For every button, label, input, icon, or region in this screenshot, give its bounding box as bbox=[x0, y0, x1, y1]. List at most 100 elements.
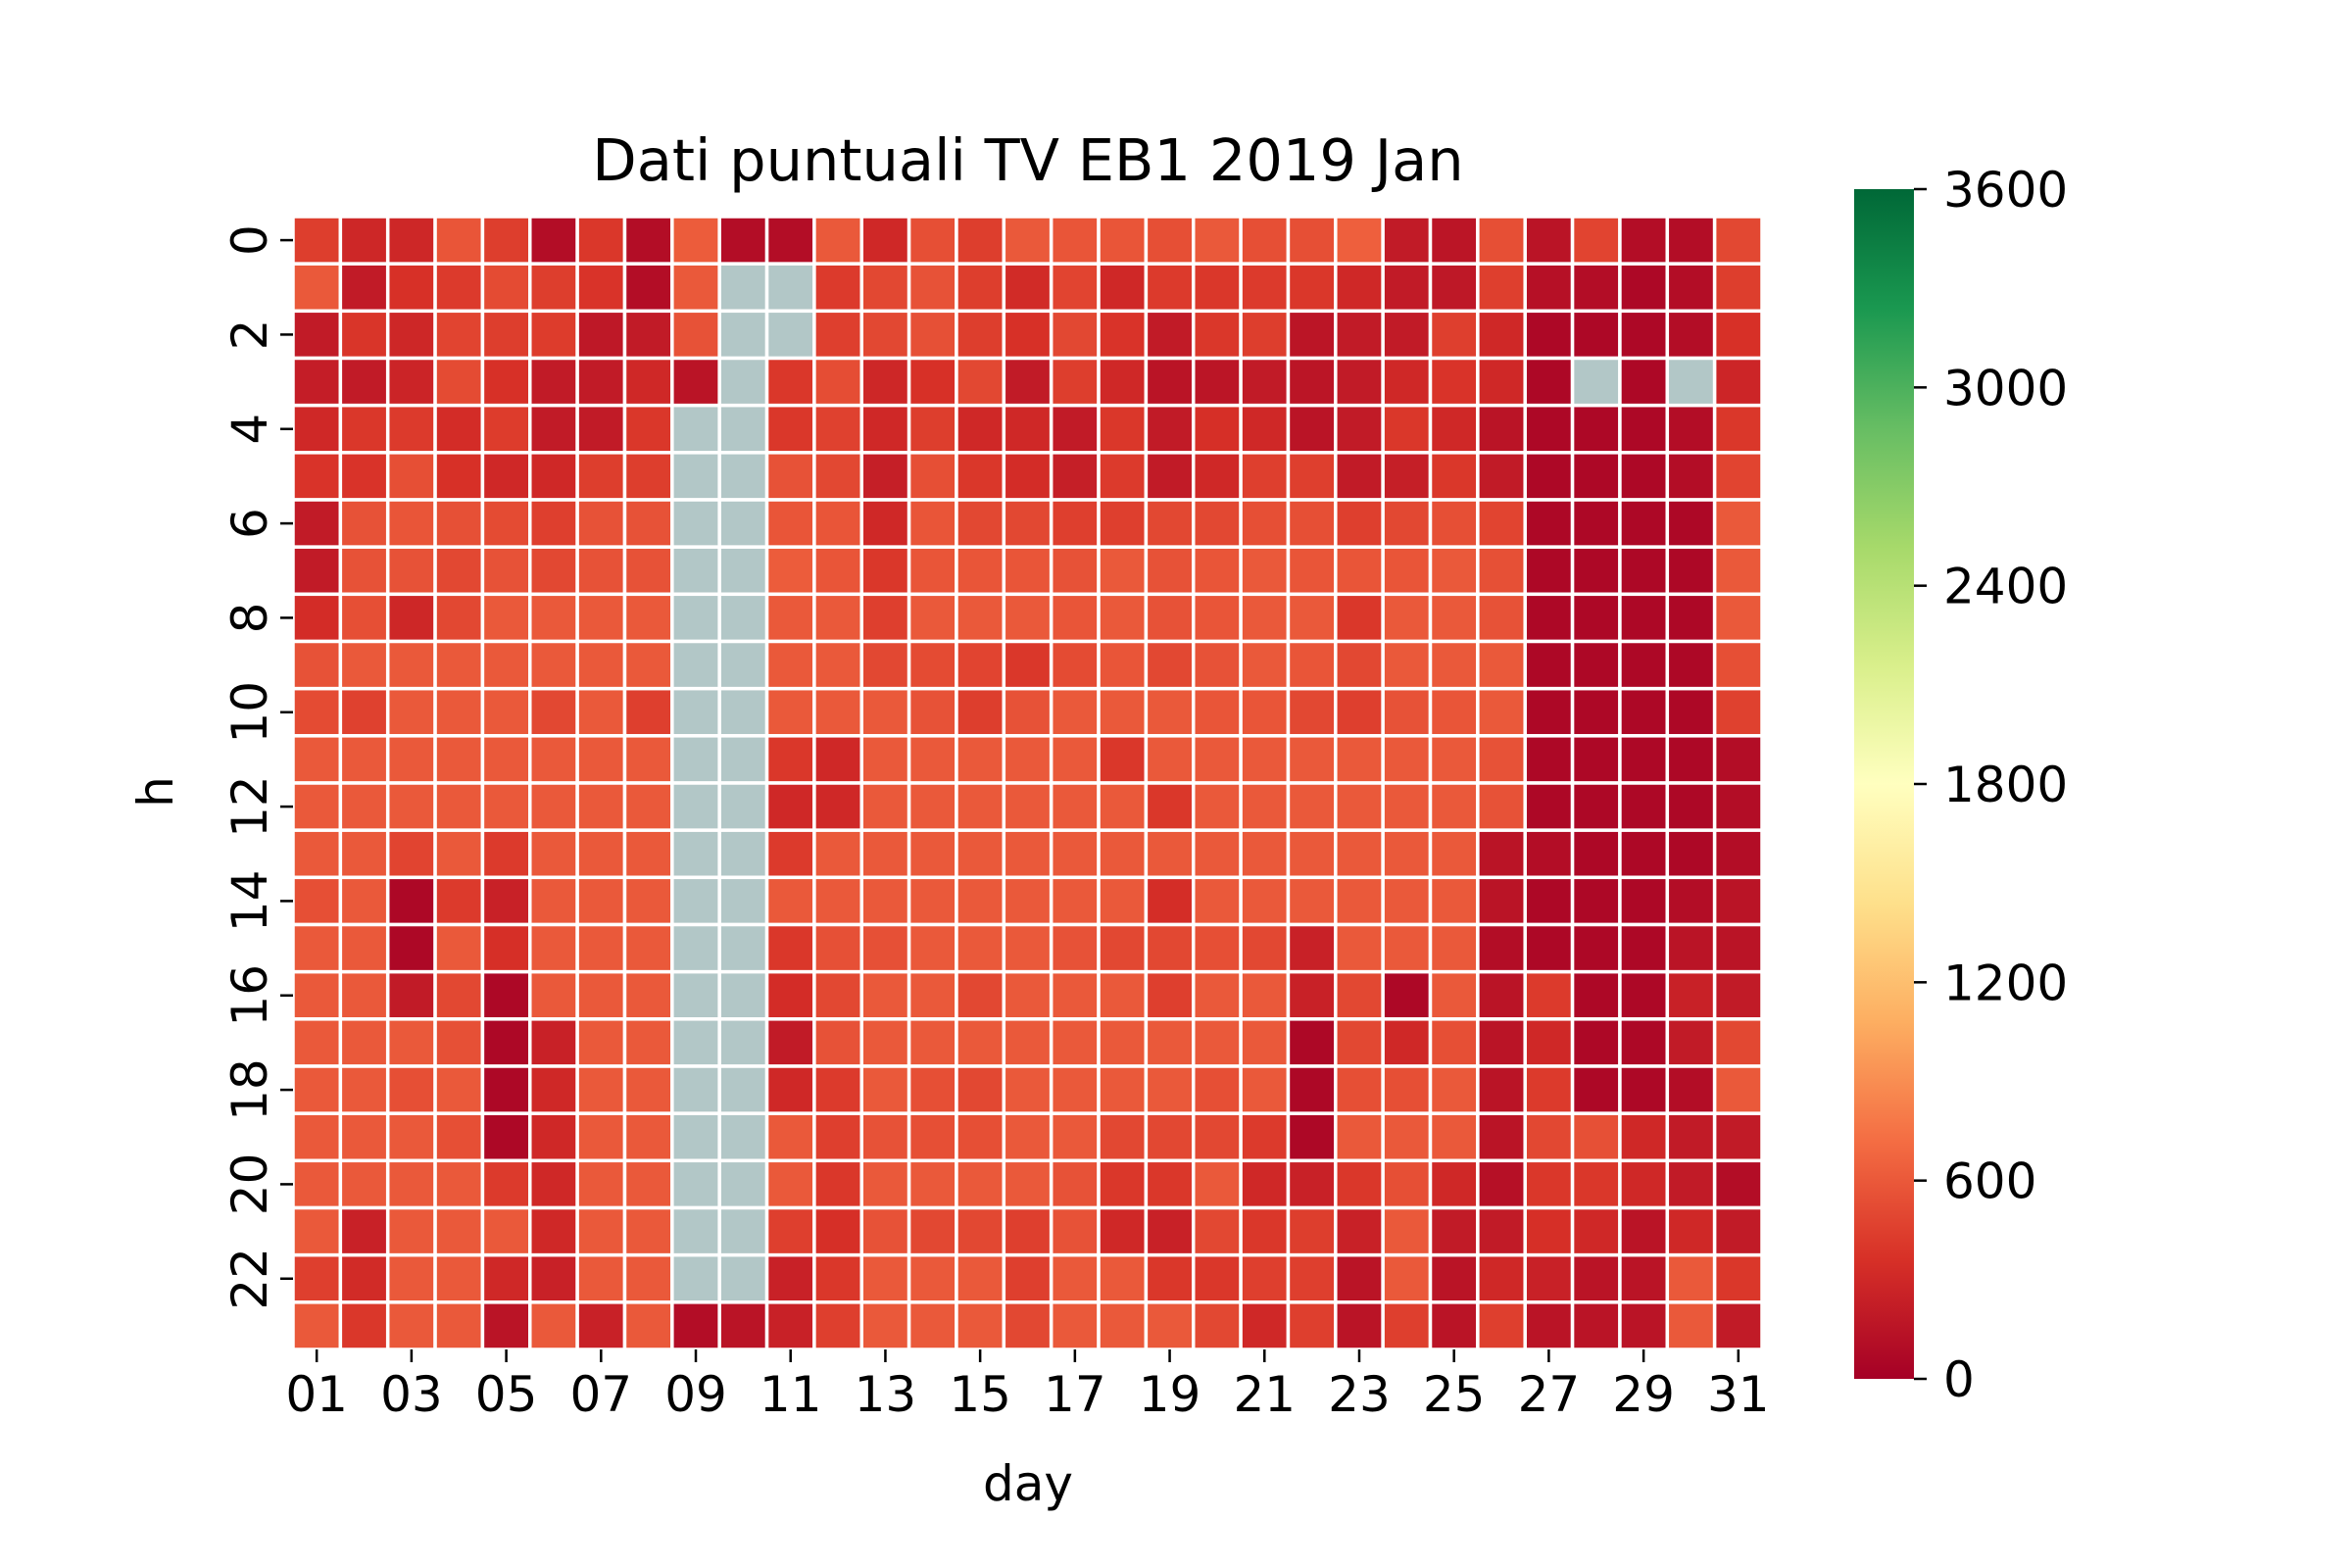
heatmap-cell bbox=[480, 309, 532, 361]
heatmap-cell bbox=[859, 356, 911, 408]
heatmap-cell bbox=[1144, 545, 1196, 597]
heatmap-cell bbox=[717, 686, 769, 738]
heatmap-cell bbox=[385, 498, 437, 549]
heatmap-cell bbox=[291, 639, 343, 691]
heatmap-cell bbox=[1523, 403, 1575, 455]
heatmap-cell bbox=[859, 686, 911, 738]
heatmap-cell bbox=[1665, 1017, 1717, 1068]
heatmap-cell bbox=[528, 451, 579, 502]
heatmap-cell bbox=[1476, 781, 1527, 832]
heatmap-cell bbox=[338, 545, 390, 597]
heatmap-cell bbox=[1618, 875, 1670, 927]
heatmap-cell bbox=[1239, 875, 1291, 927]
heatmap-cell bbox=[812, 309, 864, 361]
heatmap-cell bbox=[528, 1111, 579, 1163]
heatmap-cell bbox=[575, 1300, 627, 1351]
heatmap-cell bbox=[1712, 1252, 1764, 1304]
heatmap-cell bbox=[528, 545, 579, 597]
heatmap-cell bbox=[1570, 1158, 1622, 1210]
heatmap-cell bbox=[955, 309, 1006, 361]
heatmap-cell bbox=[1002, 1111, 1054, 1163]
heatmap-cell bbox=[1144, 781, 1196, 832]
heatmap-cell bbox=[528, 1205, 579, 1257]
heatmap-cell bbox=[1570, 1017, 1622, 1068]
heatmap-cell bbox=[717, 1252, 769, 1304]
heatmap-cell bbox=[670, 262, 721, 314]
heatmap-cell bbox=[291, 875, 343, 927]
heatmap-cell bbox=[1286, 781, 1338, 832]
heatmap-cell bbox=[859, 498, 911, 549]
heatmap-cell bbox=[1191, 639, 1243, 691]
heatmap-cell bbox=[1570, 1111, 1622, 1163]
heatmap-cell bbox=[338, 1017, 390, 1068]
heatmap-cell bbox=[1144, 922, 1196, 974]
heatmap-cell bbox=[1286, 403, 1338, 455]
heatmap-cell bbox=[1049, 1158, 1101, 1210]
heatmap-cell bbox=[1144, 262, 1196, 314]
heatmap-cell bbox=[1523, 828, 1575, 880]
heatmap-cell bbox=[859, 1205, 911, 1257]
heatmap-cell bbox=[433, 639, 485, 691]
heatmap-cell bbox=[1144, 592, 1196, 644]
heatmap-cell bbox=[385, 309, 437, 361]
heatmap-cell bbox=[1570, 1205, 1622, 1257]
heatmap-cell bbox=[1523, 498, 1575, 549]
heatmap-cell bbox=[906, 969, 958, 1021]
heatmap-cell bbox=[955, 498, 1006, 549]
heatmap-cell bbox=[480, 262, 532, 314]
heatmap-cell bbox=[291, 592, 343, 644]
heatmap-cell bbox=[1002, 734, 1054, 785]
heatmap-cell bbox=[433, 545, 485, 597]
heatmap-cell bbox=[717, 498, 769, 549]
heatmap-cell bbox=[1144, 828, 1196, 880]
heatmap-cell bbox=[528, 828, 579, 880]
heatmap-cell bbox=[1381, 356, 1433, 408]
heatmap-cell bbox=[622, 356, 674, 408]
heatmap-cell bbox=[1618, 734, 1670, 785]
heatmap-cell bbox=[1239, 922, 1291, 974]
heatmap-cell bbox=[812, 403, 864, 455]
heatmap-cell bbox=[1239, 592, 1291, 644]
heatmap-cell bbox=[1334, 309, 1385, 361]
heatmap-cell bbox=[859, 1300, 911, 1351]
heatmap-cell bbox=[1381, 734, 1433, 785]
heatmap-cell bbox=[1381, 592, 1433, 644]
heatmap-cell bbox=[1049, 309, 1101, 361]
heatmap-cell bbox=[906, 1205, 958, 1257]
colorbar-tick-label: 1200 bbox=[1943, 955, 2068, 1011]
heatmap-cell bbox=[1286, 498, 1338, 549]
heatmap-cell bbox=[1097, 592, 1149, 644]
heatmap-cell bbox=[528, 1300, 579, 1351]
heatmap-cell bbox=[906, 309, 958, 361]
heatmap-cell bbox=[1618, 262, 1670, 314]
colorbar-tick-label: 0 bbox=[1943, 1351, 1975, 1408]
heatmap-cell bbox=[433, 403, 485, 455]
heatmap-cell bbox=[1334, 1111, 1385, 1163]
heatmap-cell bbox=[1191, 686, 1243, 738]
heatmap-cell bbox=[291, 781, 343, 832]
heatmap-cell bbox=[1665, 1064, 1717, 1115]
colorbar-tick-label: 3600 bbox=[1943, 162, 2068, 219]
heatmap-cell bbox=[480, 828, 532, 880]
heatmap-cell bbox=[385, 215, 437, 266]
heatmap-cell bbox=[1712, 734, 1764, 785]
heatmap-cell bbox=[1097, 1300, 1149, 1351]
heatmap-cell bbox=[385, 1300, 437, 1351]
heatmap-cell bbox=[955, 1300, 1006, 1351]
heatmap-cell bbox=[859, 922, 911, 974]
heatmap-cell bbox=[385, 734, 437, 785]
heatmap-cell bbox=[812, 356, 864, 408]
heatmap-cell bbox=[670, 356, 721, 408]
heatmap-cell bbox=[1618, 1111, 1670, 1163]
heatmap-cell bbox=[433, 969, 485, 1021]
heatmap-cell bbox=[1381, 1158, 1433, 1210]
heatmap-cell bbox=[812, 734, 864, 785]
heatmap-cell bbox=[528, 686, 579, 738]
heatmap-cell bbox=[622, 1017, 674, 1068]
heatmap-cell bbox=[480, 451, 532, 502]
heatmap-cell bbox=[1523, 1017, 1575, 1068]
heatmap-cell bbox=[338, 734, 390, 785]
heatmap-cell bbox=[1428, 734, 1480, 785]
heatmap-cell bbox=[528, 969, 579, 1021]
heatmap-cell bbox=[1002, 451, 1054, 502]
